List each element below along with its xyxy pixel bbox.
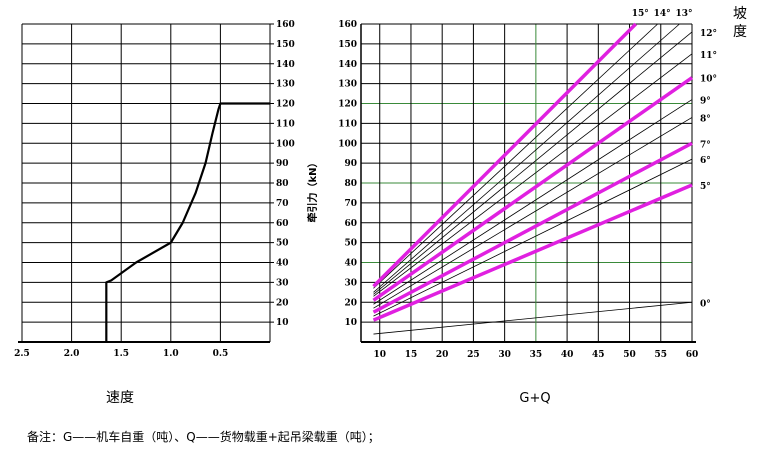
x-tick-label: 2.5 [14,349,30,359]
legend-title-char: 坡 [733,6,747,22]
slope-line-8deg [373,117,693,309]
y-tick-label: 120 [276,100,295,110]
slope-line-12deg [373,31,693,295]
x-tick-label: 1.5 [113,349,129,359]
slope-label: 9° [700,97,711,107]
x-tick-label: 40 [561,350,574,360]
slope-line-13deg [373,23,680,293]
y-tick-label: 50 [276,239,289,249]
slope-line-6deg [373,158,693,317]
y-tick-label: 10 [344,318,357,328]
x-tick-label: 1.0 [163,349,179,359]
slope-label: 8° [700,114,711,124]
y-tick-label: 70 [344,199,357,209]
y-tick-label: 90 [344,159,357,169]
x-tick-label: 0.5 [213,349,229,359]
y-tick-label: 70 [276,199,289,209]
x-axis-label: 速度 [106,390,134,406]
speed-traction-chart: 10 20 30 40 50 60 70 80 90 100 110 120 130 140 150 160 2… [14,20,295,406]
slope-label: 14° [654,9,671,19]
y-tick-label: 60 [344,219,357,229]
slope-line-5deg [372,183,693,322]
slope-label: 11° [700,51,717,61]
slope-line-14deg [373,23,658,289]
slope-line-10deg [372,76,694,302]
y-tick-label: 80 [276,179,289,189]
y-tick-label: 20 [276,298,289,308]
y-tick-label: 110 [338,119,357,129]
y-tick-label: 50 [344,239,357,249]
slope-label: 6° [700,156,711,166]
slope-label: 15° [632,9,649,19]
y-tick-label: 30 [276,278,289,288]
y-tick-label: 100 [276,139,295,149]
slope-label: 7° [700,140,711,150]
slope-line-0deg [373,301,693,335]
x-tick-label: 25 [467,350,480,360]
y-tick-label: 100 [338,139,357,149]
y-axis-label: 牵引力（kN） [306,157,319,222]
y-tick-label: 40 [276,259,289,269]
y-tick-label: 120 [338,100,357,110]
y-tick-label: 40 [344,259,357,269]
slope-label: 5° [700,182,711,192]
legend-title-char: 度 [733,24,747,40]
slope-line-9deg [373,99,693,305]
y-tick-label: 10 [276,318,289,328]
slope-label: 0° [700,299,711,309]
x-tick-label: 60 [686,350,699,360]
x-tick-label: 20 [436,350,449,360]
y-tick-label: 160 [338,20,357,30]
y-tick-label: 60 [276,219,289,229]
x-tick-label: 30 [498,350,511,360]
y-tick-label: 140 [338,60,357,70]
x-axis-label: G+Q [519,391,550,406]
y-tick-label: 140 [276,60,295,70]
load-traction-chart: 10 20 30 40 50 60 70 80 90 100 110 120 130 140 150 160 1… [306,6,747,406]
footnote: 备注：G——机车自重（吨）、Q——货物载重+起吊梁载重（吨）； [27,430,380,444]
y-tick-label: 90 [276,159,289,169]
y-tick-label: 150 [276,40,295,50]
traction-curve [105,102,270,342]
y-tick-label: 110 [276,119,295,129]
y-tick-label: 80 [344,179,357,189]
slope-label: 13° [676,9,693,19]
y-tick-label: 20 [344,298,357,308]
x-tick-label: 2.0 [64,349,80,359]
y-tick-label: 130 [338,80,357,90]
x-tick-label: 55 [655,350,668,360]
y-tick-label: 30 [344,278,357,288]
slope-line-7deg [372,141,693,314]
slope-line-15deg [372,22,638,288]
x-tick-label: 50 [623,350,636,360]
slope-line-11deg [373,53,693,297]
y-tick-label: 160 [276,20,295,30]
y-tick-label: 150 [338,40,357,50]
y-tick-label: 130 [276,80,295,90]
x-tick-label: 15 [405,350,418,360]
x-tick-label: 35 [530,350,543,360]
slope-label: 12° [700,29,717,39]
x-tick-label: 45 [592,350,605,360]
slope-label: 10° [700,75,717,85]
x-tick-label: 10 [373,350,386,360]
